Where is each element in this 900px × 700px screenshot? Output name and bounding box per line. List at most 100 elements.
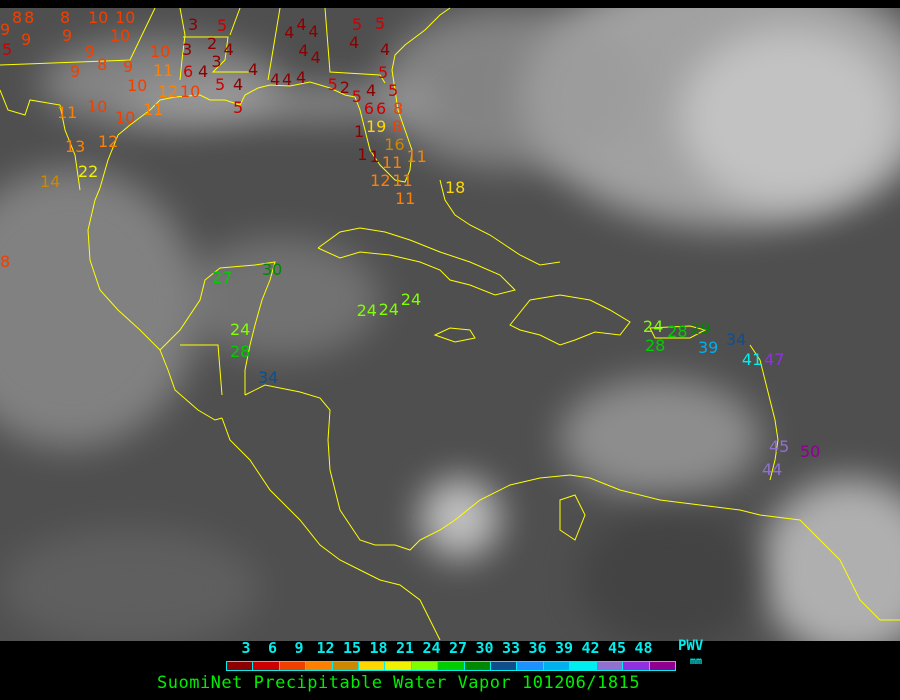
station-pwv-value: 24 xyxy=(378,300,399,319)
bahamas xyxy=(439,179,561,266)
legend-tick: 6 xyxy=(267,639,278,657)
station-pwv-value: 10 xyxy=(180,82,201,101)
station-pwv-value: 5 xyxy=(233,98,244,117)
state-border xyxy=(324,7,386,84)
mexico-coast xyxy=(87,187,223,421)
station-pwv-value: 10 xyxy=(150,42,171,62)
legend-tick: 21 xyxy=(395,639,415,657)
station-pwv-value: 11 xyxy=(395,189,416,209)
station-pwv-value: 12 xyxy=(158,82,179,101)
legend-tick: 33 xyxy=(501,639,521,657)
station-pwv-value: 28 xyxy=(230,342,251,361)
legend-tick: 42 xyxy=(581,639,600,657)
station-pwv-value: 9 xyxy=(84,42,96,61)
station-pwv-value: 8 xyxy=(0,252,11,271)
station-pwv-value: 8 xyxy=(24,8,35,27)
color-scale-swatch xyxy=(306,662,333,670)
station-pwv-value: 22 xyxy=(78,162,99,181)
station-pwv-value: 5 xyxy=(327,75,338,94)
color-scale-swatch xyxy=(570,662,597,670)
pacific-coast xyxy=(221,417,441,641)
station-pwv-value: 44 xyxy=(762,460,783,479)
station-pwv-value: 4 xyxy=(296,68,307,87)
station-pwv-value: 4 xyxy=(308,22,319,42)
station-pwv-value: 9 xyxy=(123,57,134,77)
station-pwv-value: 12 xyxy=(370,170,391,190)
station-pwv-value: 3 xyxy=(188,15,199,34)
station-pwv-value: 1 xyxy=(354,122,365,141)
station-pwv-value: 5 xyxy=(217,16,228,36)
station-pwv-value: 4 xyxy=(366,80,377,100)
station-pwv-value: 24 xyxy=(400,290,422,309)
jamaica xyxy=(433,327,476,343)
station-pwv-value: 10 xyxy=(88,8,109,27)
station-pwv-value: 45 xyxy=(769,437,790,456)
station-pwv-value: 4 xyxy=(233,75,244,94)
lake-maracaibo xyxy=(559,494,586,541)
station-pwv-value: 9 xyxy=(21,30,32,49)
satellite-image xyxy=(0,8,900,641)
station-pwv-value: 29 xyxy=(690,319,711,339)
station-pwv-value: 28 xyxy=(667,322,688,341)
station-pwv-value: 16 xyxy=(384,134,405,154)
station-pwv-value: 41 xyxy=(741,350,763,369)
station-pwv-value: 3 xyxy=(182,40,193,59)
station-pwv-value: 3 xyxy=(211,52,222,72)
legend-tick: 15 xyxy=(342,639,362,657)
station-pwv-value: 6 xyxy=(375,98,387,118)
station-pwv-value: 10 xyxy=(110,26,131,46)
station-pwv-value: 9 xyxy=(62,26,73,45)
color-scale-swatch xyxy=(253,662,280,670)
color-scale-swatch xyxy=(464,662,492,670)
legend-tick: 27 xyxy=(448,639,468,657)
station-pwv-value: 47 xyxy=(764,350,785,369)
station-pwv-value: 10 xyxy=(87,97,108,116)
station-pwv-value: 11 xyxy=(57,103,78,122)
central-america-coast xyxy=(244,384,900,621)
station-pwv-value: 11 xyxy=(392,170,413,190)
station-pwv-value: 10 xyxy=(115,8,136,27)
station-pwv-value: 11 xyxy=(406,146,427,166)
station-pwv-value: 4 xyxy=(270,70,281,89)
state-border xyxy=(183,36,250,73)
station-pwv-value: 5 xyxy=(352,14,363,34)
station-pwv-value: 13 xyxy=(65,137,86,156)
station-pwv-value: 8 xyxy=(393,98,404,118)
station-pwv-value: 5 xyxy=(378,62,389,82)
station-pwv-value: 12 xyxy=(98,132,119,151)
station-pwv-value: 34 xyxy=(726,330,747,349)
station-pwv-value: 1 xyxy=(357,145,368,164)
station-pwv-value: 24 xyxy=(642,317,664,337)
station-pwv-value: 30 xyxy=(262,260,283,279)
station-pwv-value: 27 xyxy=(212,268,233,287)
station-pwv-value: 9 xyxy=(0,20,11,39)
station-pwv-value: 9 xyxy=(70,62,81,81)
legend-tick: 45 xyxy=(607,639,627,657)
color-scale-swatch xyxy=(279,662,307,670)
color-scale-swatch xyxy=(332,662,360,670)
station-pwv-value: 28 xyxy=(644,335,666,355)
station-pwv-value: 34 xyxy=(258,368,279,387)
station-pwv-value: 14 xyxy=(40,172,61,191)
legend-tick: 36 xyxy=(528,639,547,657)
station-pwv-value: 5 xyxy=(2,40,13,59)
color-scale-swatch xyxy=(438,662,465,670)
state-border xyxy=(180,344,223,396)
color-scale-swatch xyxy=(385,662,412,670)
station-pwv-value: 39 xyxy=(698,337,719,357)
station-pwv-value: 5 xyxy=(387,80,399,100)
station-pwv-value: 8 xyxy=(12,8,23,27)
station-pwv-value: 11 xyxy=(153,60,174,80)
station-pwv-value: 4 xyxy=(284,23,295,42)
state-border xyxy=(0,7,156,66)
station-pwv-value: 10 xyxy=(115,108,136,127)
station-pwv-value: 1 xyxy=(369,147,380,167)
station-pwv-value: 4 xyxy=(310,48,321,67)
legend-tick: 30 xyxy=(475,639,494,657)
color-scale-swatch xyxy=(623,662,650,670)
station-pwv-value: 18 xyxy=(445,178,466,197)
station-pwv-value: 50 xyxy=(800,442,821,461)
station-pwv-value: 24 xyxy=(356,301,377,320)
